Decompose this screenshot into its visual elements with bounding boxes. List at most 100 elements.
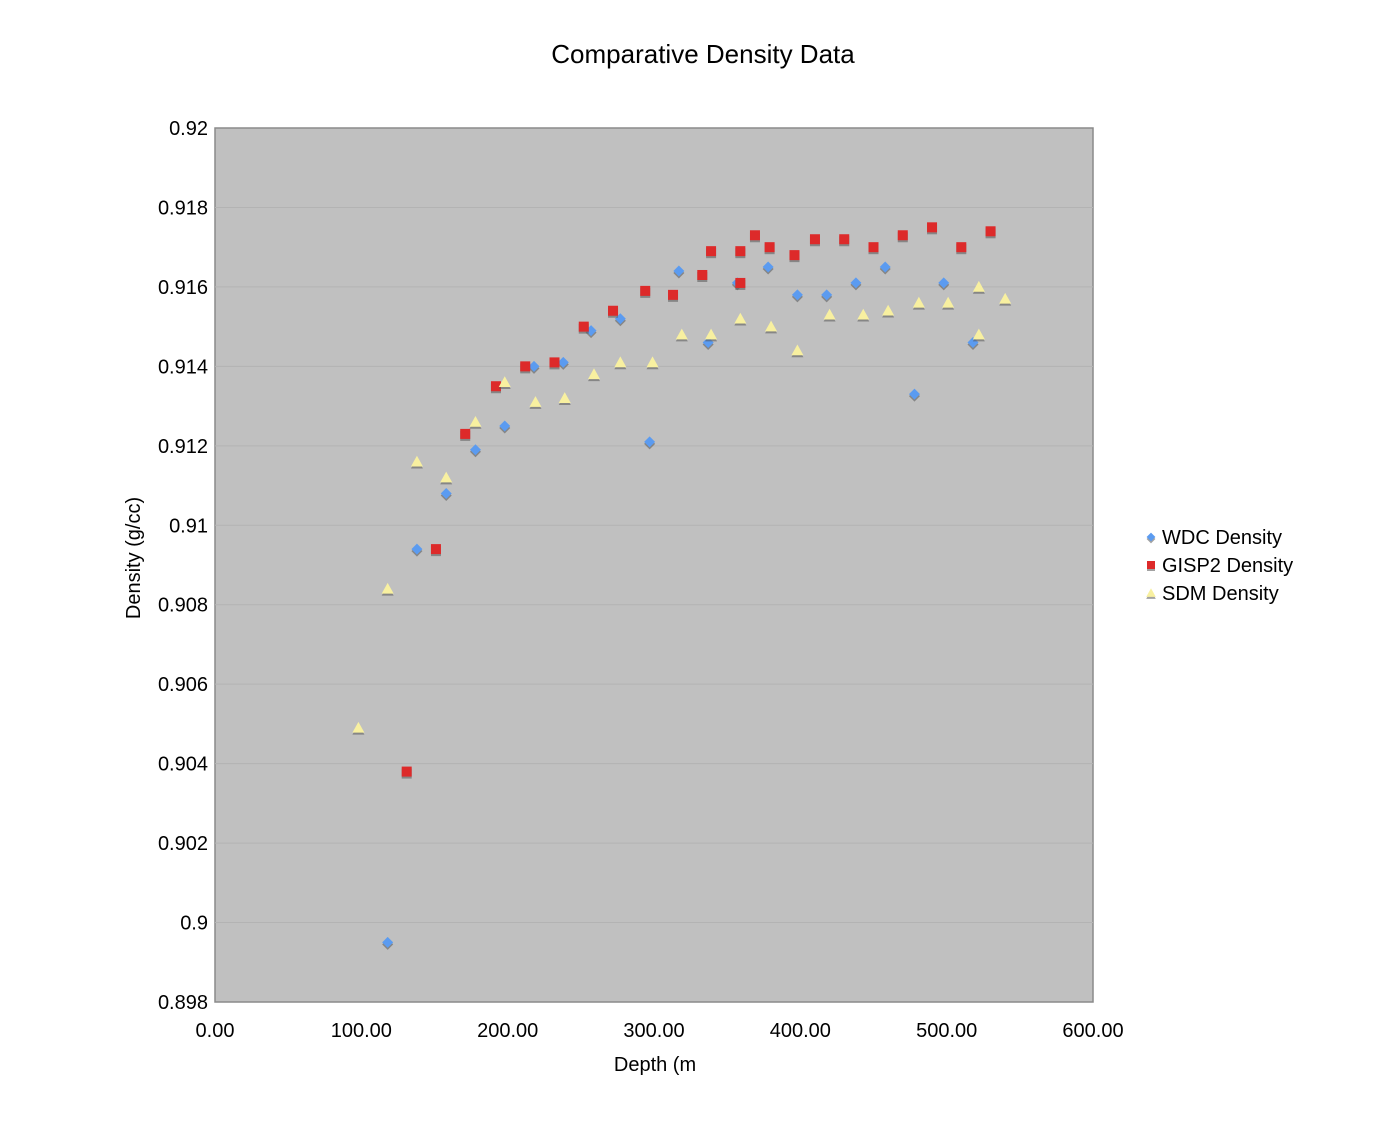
legend-item: WDC Density — [1146, 527, 1282, 549]
legend-label: WDC Density — [1162, 527, 1282, 549]
marker-shape — [791, 289, 803, 301]
marker-shape — [972, 328, 985, 340]
marker-shape — [498, 376, 511, 388]
data-point — [762, 261, 774, 275]
marker-shape — [823, 308, 836, 320]
y-tick-label: 0.908 — [158, 595, 208, 617]
data-point — [430, 544, 441, 557]
marker-shape — [764, 242, 775, 253]
marker-shape — [644, 436, 656, 448]
marker-shape — [850, 277, 862, 289]
data-point — [908, 388, 920, 402]
marker-shape — [821, 289, 833, 301]
marker-shape — [706, 246, 717, 257]
data-point — [381, 582, 394, 596]
marker-shape — [1146, 532, 1156, 542]
marker-shape — [1146, 588, 1156, 597]
marker-shape — [440, 471, 453, 483]
marker-shape — [882, 304, 895, 316]
marker-shape — [762, 261, 774, 273]
data-point — [558, 392, 571, 405]
marker-shape — [705, 328, 718, 340]
legend-marker — [1147, 561, 1155, 571]
series-gisp2-density — [401, 222, 996, 779]
marker-shape — [697, 269, 708, 280]
marker-shape — [469, 415, 482, 427]
marker-shape — [430, 544, 441, 555]
series-sdm-density — [352, 280, 1012, 735]
data-point — [705, 328, 718, 342]
data-point — [675, 328, 688, 342]
legend-label: SDM Density — [1162, 583, 1279, 605]
marker-shape — [912, 296, 925, 308]
legend-item: SDM Density — [1146, 583, 1279, 605]
data-point — [440, 471, 453, 485]
data-point — [791, 344, 804, 358]
marker-shape — [1147, 561, 1155, 569]
marker-shape — [857, 308, 870, 320]
y-tick-label: 0.91 — [169, 515, 208, 537]
data-point — [927, 222, 938, 235]
marker-shape — [460, 428, 471, 439]
data-point — [839, 234, 850, 247]
y-tick-label: 0.902 — [158, 833, 208, 855]
y-tick-label: 0.916 — [158, 277, 208, 299]
marker-shape — [735, 246, 746, 257]
data-point — [734, 312, 747, 326]
marker-shape — [381, 582, 394, 594]
x-tick-label: 400.00 — [770, 1020, 831, 1042]
data-point — [469, 444, 481, 458]
marker-shape — [809, 234, 820, 245]
marker-shape — [908, 388, 920, 400]
marker-shape — [640, 285, 651, 296]
data-point — [789, 250, 800, 263]
marker-shape — [614, 356, 627, 368]
marker-shape — [675, 328, 688, 340]
marker-shape — [673, 265, 685, 277]
data-point — [549, 357, 560, 370]
x-tick-label: 100.00 — [331, 1020, 392, 1042]
legend-marker — [1146, 588, 1156, 599]
data-point — [938, 277, 950, 291]
data-point — [588, 368, 601, 382]
x-tick-label: 300.00 — [623, 1020, 684, 1042]
marker-shape — [578, 321, 589, 332]
marker-shape — [938, 277, 950, 289]
data-point — [912, 296, 925, 310]
data-point — [706, 246, 717, 259]
data-point — [868, 242, 879, 255]
data-point — [529, 396, 542, 409]
data-point — [520, 361, 531, 374]
x-axis-label: Depth (m — [614, 1054, 696, 1076]
x-tick-label: 200.00 — [477, 1020, 538, 1042]
data-point — [352, 721, 365, 735]
data-point — [735, 277, 746, 290]
marker-shape — [749, 230, 760, 241]
data-point — [557, 356, 569, 370]
data-point — [999, 292, 1012, 306]
y-tick-label: 0.906 — [158, 674, 208, 696]
data-point — [879, 261, 891, 275]
data-point — [578, 321, 589, 334]
y-tick-label: 0.918 — [158, 197, 208, 219]
y-tick-label: 0.914 — [158, 356, 208, 378]
data-point — [791, 289, 803, 303]
data-point — [640, 285, 651, 298]
marker-shape — [557, 356, 569, 368]
data-point — [897, 230, 908, 243]
data-point — [608, 305, 619, 318]
marker-shape — [985, 226, 996, 237]
data-point — [809, 234, 820, 247]
marker-shape — [382, 936, 394, 948]
marker-shape — [956, 242, 967, 253]
y-tick-label: 0.898 — [158, 992, 208, 1014]
data-point — [498, 376, 511, 390]
data-point — [765, 320, 778, 334]
marker-shape — [588, 368, 601, 380]
marker-shape — [410, 455, 423, 467]
marker-shape — [734, 312, 747, 324]
data-point — [749, 230, 760, 243]
marker-shape — [401, 766, 412, 777]
data-point — [697, 269, 708, 282]
